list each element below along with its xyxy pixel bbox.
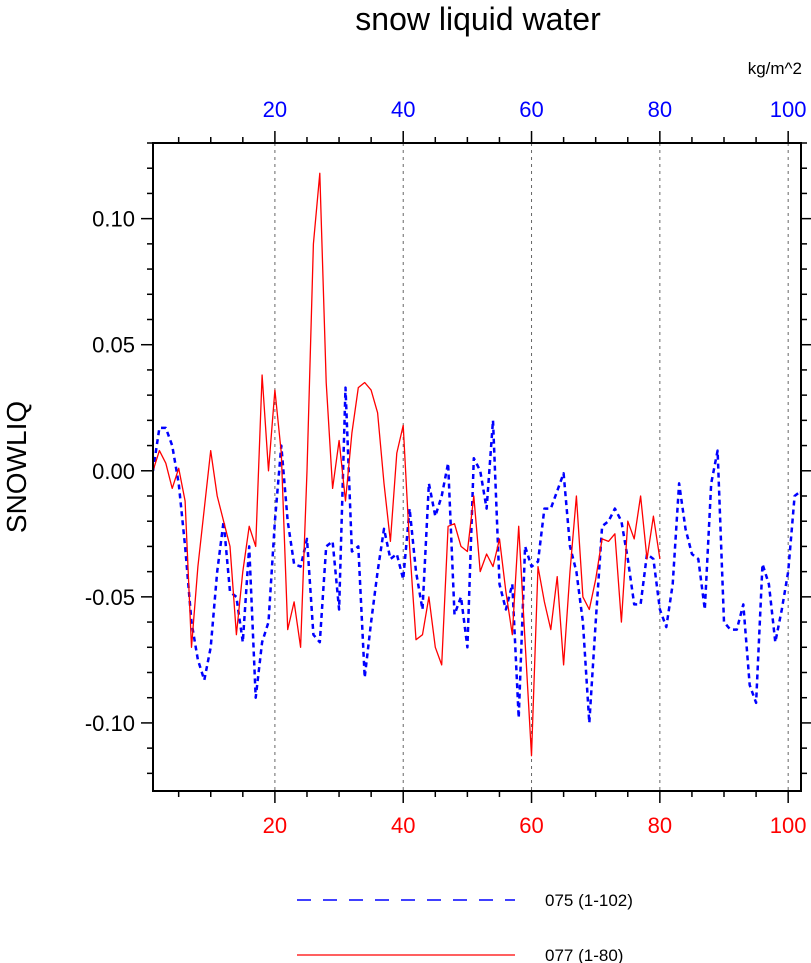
series-lines (153, 172, 801, 757)
top-x-tick-label: 80 (648, 97, 672, 122)
units-label: kg/m^2 (748, 59, 802, 78)
axis-ticks (141, 131, 811, 803)
series-line-1 (153, 386, 801, 725)
y-tick-label: -0.10 (85, 711, 135, 736)
legend-label-1: 075 (1-102) (545, 891, 633, 910)
bottom-x-tick-label: 100 (770, 813, 807, 838)
y-tick-label: 0.00 (92, 459, 135, 484)
legend-label-2: 077 (1-80) (545, 946, 623, 963)
series-line-2 (153, 172, 661, 757)
y-tick-label: -0.05 (85, 585, 135, 610)
top-x-tick-label: 60 (519, 97, 543, 122)
y-tick-label: 0.05 (92, 333, 135, 358)
bottom-x-tick-label: 40 (391, 813, 415, 838)
bottom-x-tick-labels: 20 40 60 80 100 (263, 813, 807, 838)
legend: 075 (1-102) 077 (1-80) (297, 891, 633, 963)
bottom-x-tick-label: 20 (263, 813, 287, 838)
top-x-tick-label: 20 (263, 97, 287, 122)
bottom-x-tick-label: 80 (648, 813, 672, 838)
y-axis-label: SNOWLIQ (1, 401, 32, 533)
bottom-x-tick-label: 60 (519, 813, 543, 838)
top-x-tick-label: 100 (770, 97, 807, 122)
chart-title: snow liquid water (355, 1, 601, 37)
plot-frame (152, 142, 802, 792)
y-tick-label: 0.10 (92, 207, 135, 232)
grid-lines (274, 143, 789, 791)
y-tick-labels: -0.10 -0.05 0.00 0.05 0.10 (85, 207, 135, 736)
top-x-tick-labels: 20 40 60 80 100 (263, 97, 807, 122)
top-x-tick-label: 40 (391, 97, 415, 122)
